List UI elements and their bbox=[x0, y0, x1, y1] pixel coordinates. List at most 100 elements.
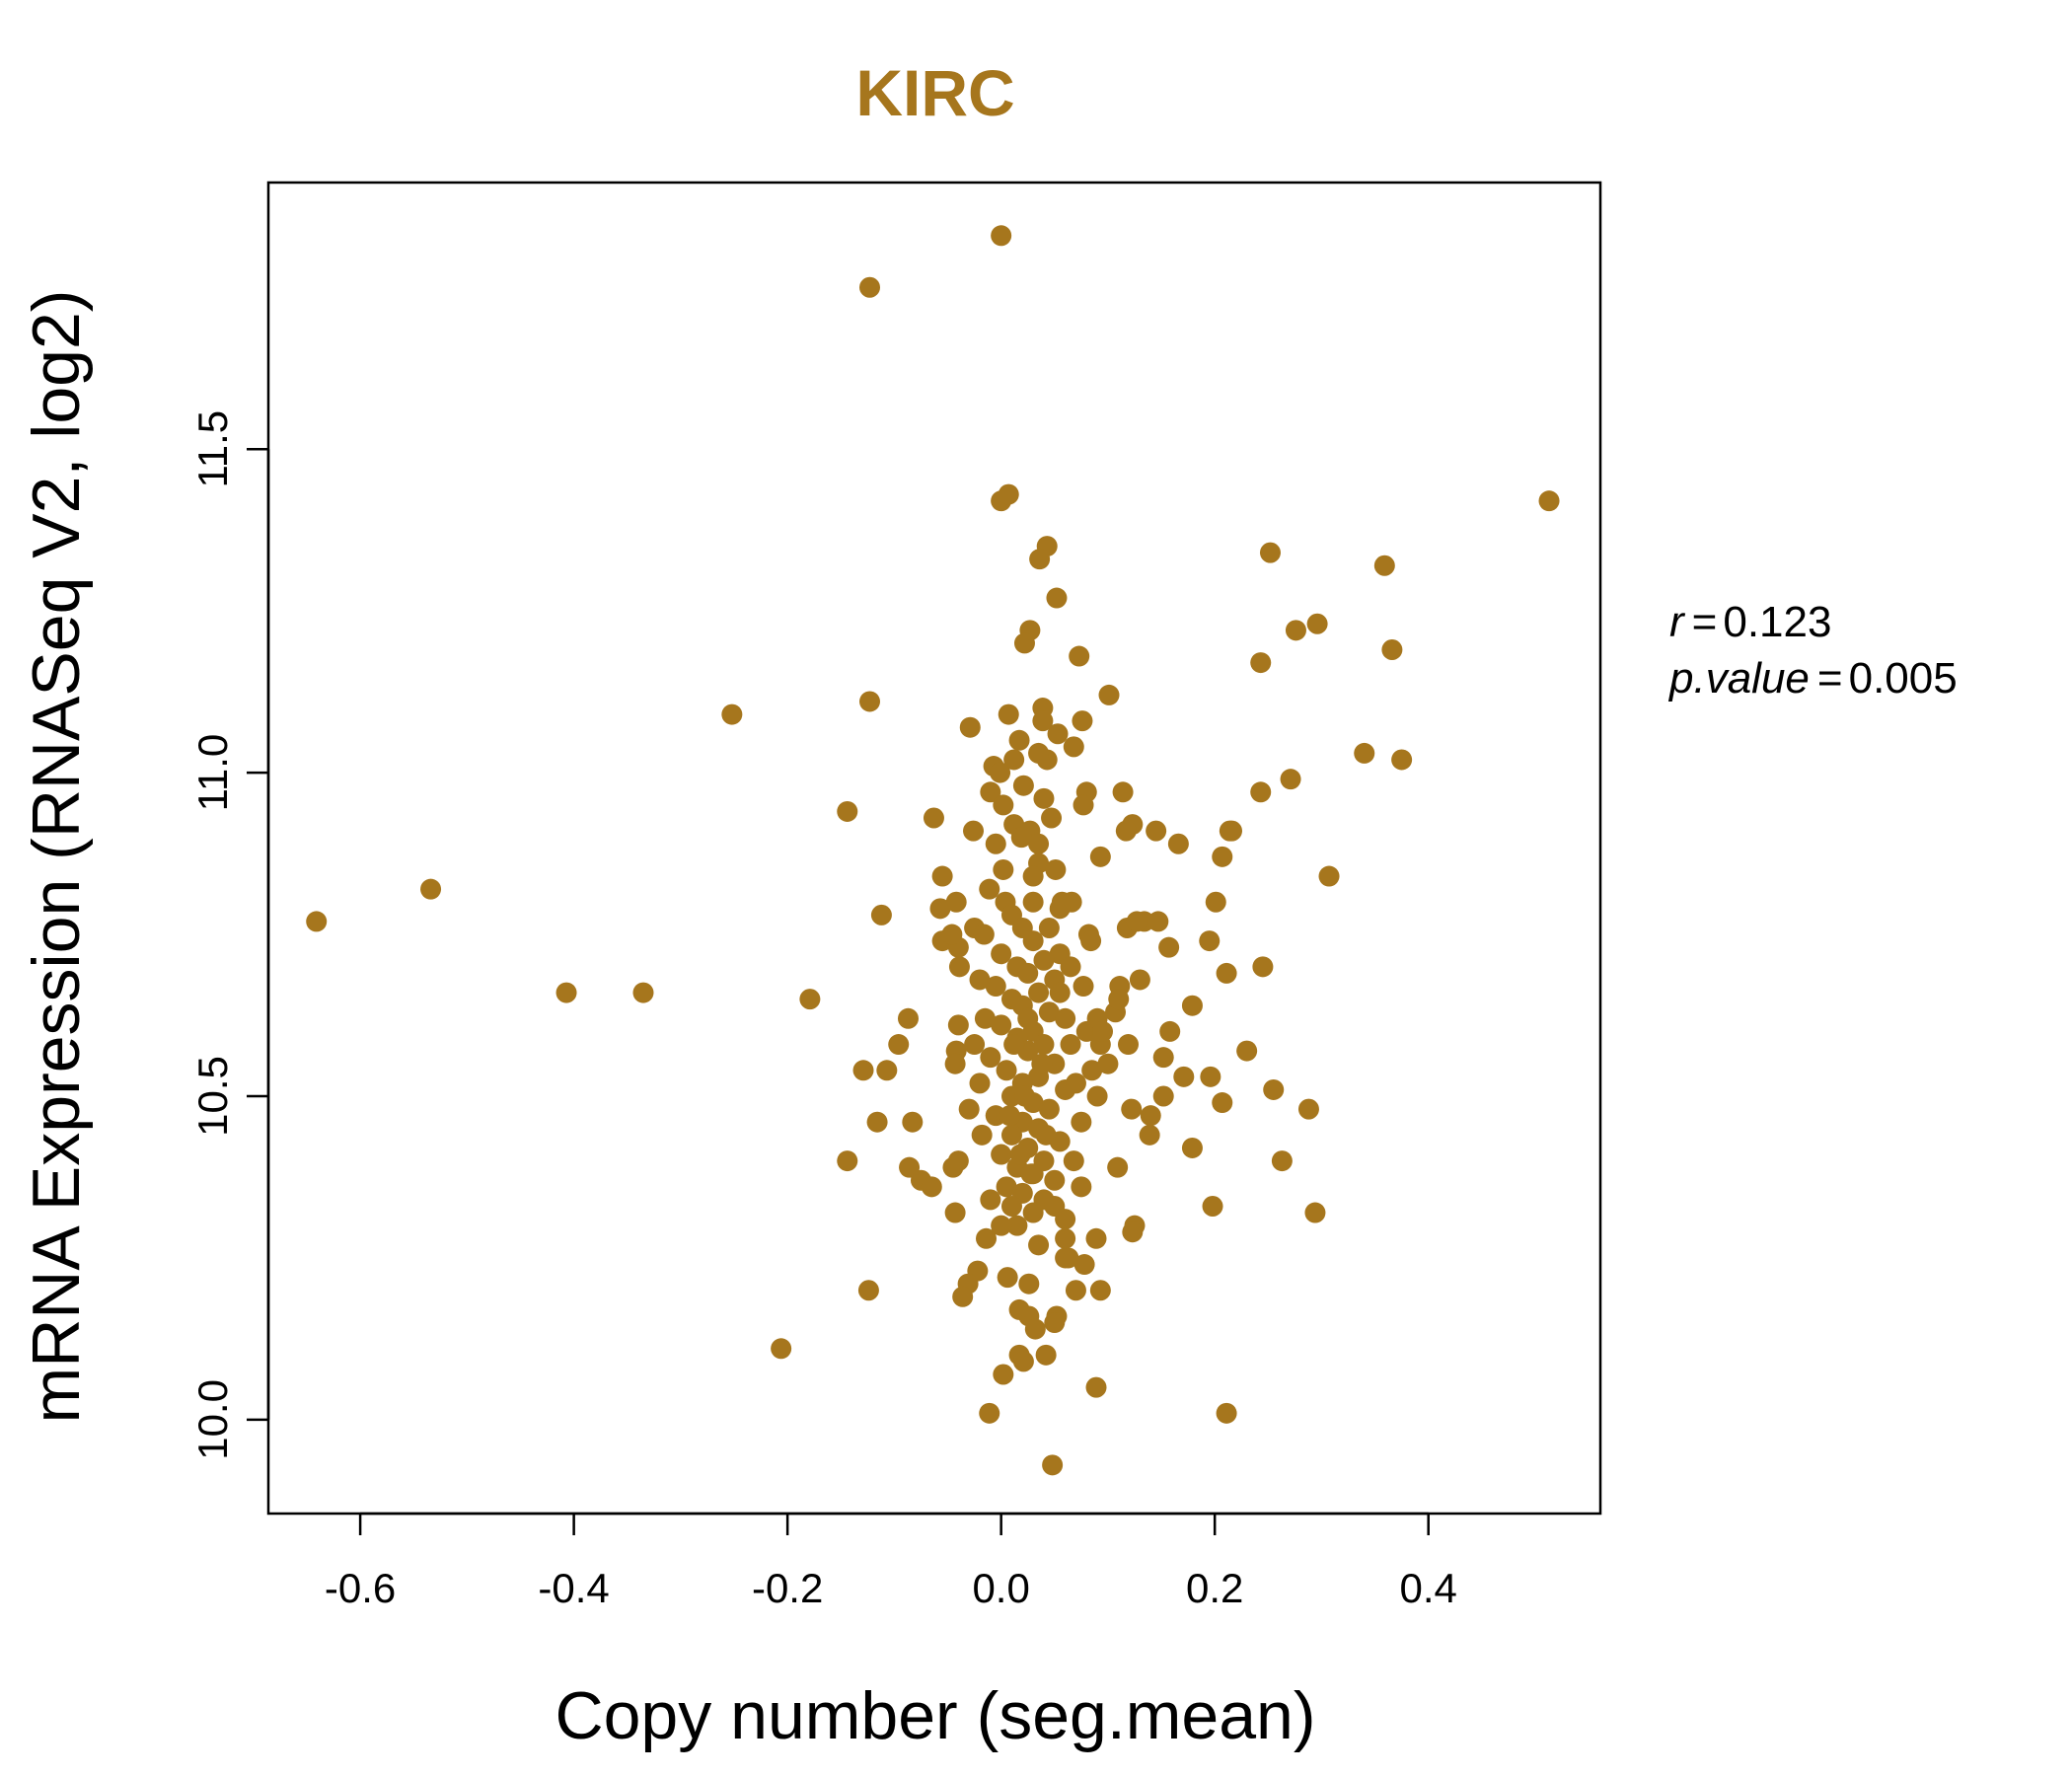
data-point bbox=[1045, 858, 1067, 880]
data-point bbox=[721, 703, 743, 725]
data-point bbox=[945, 891, 967, 913]
x-tick-label: 0.2 bbox=[1186, 1565, 1243, 1611]
data-point bbox=[1047, 723, 1069, 745]
data-point bbox=[1117, 1034, 1139, 1056]
data-point bbox=[1033, 787, 1055, 809]
data-point bbox=[947, 1014, 969, 1036]
data-point bbox=[1028, 982, 1050, 1003]
data-point bbox=[947, 1150, 969, 1172]
data-point bbox=[985, 976, 1006, 998]
data-point bbox=[1199, 930, 1221, 952]
data-point bbox=[980, 1189, 1001, 1211]
data-point bbox=[1003, 749, 1025, 771]
x-tick-label: -0.6 bbox=[325, 1565, 396, 1611]
data-point bbox=[973, 924, 995, 945]
data-point bbox=[991, 1215, 1012, 1236]
data-point bbox=[1024, 1318, 1046, 1340]
data-point bbox=[1022, 891, 1044, 913]
data-point bbox=[1152, 1047, 1174, 1069]
data-point bbox=[859, 276, 881, 298]
data-point bbox=[1013, 632, 1035, 654]
data-point bbox=[993, 794, 1014, 816]
svg-text:r=0.123: r = 0.123 bbox=[1669, 598, 1831, 646]
x-tick-label: 0.0 bbox=[972, 1565, 1029, 1611]
data-point bbox=[948, 956, 970, 978]
data-point bbox=[1152, 1085, 1174, 1107]
data-point bbox=[837, 1150, 858, 1172]
y-tick-label: 10.0 bbox=[189, 1379, 236, 1460]
data-point bbox=[979, 1402, 1000, 1424]
data-point bbox=[1031, 1053, 1053, 1074]
data-point bbox=[1318, 865, 1340, 887]
data-point bbox=[1038, 1001, 1060, 1023]
data-point bbox=[1073, 1254, 1095, 1276]
data-point bbox=[1391, 749, 1413, 771]
data-point bbox=[870, 904, 892, 925]
data-point bbox=[991, 225, 1012, 247]
data-point bbox=[1259, 542, 1281, 563]
data-point bbox=[1236, 1040, 1258, 1062]
data-point bbox=[958, 1098, 980, 1120]
data-point bbox=[306, 911, 328, 932]
chart-title: KIRC bbox=[855, 56, 1014, 129]
data-point bbox=[1108, 989, 1130, 1010]
data-point bbox=[1221, 820, 1243, 842]
data-point bbox=[1035, 1124, 1057, 1146]
plot-frame bbox=[266, 181, 1602, 1516]
data-point bbox=[1065, 1280, 1086, 1301]
data-point bbox=[1140, 1105, 1161, 1127]
data-point bbox=[1085, 1376, 1107, 1398]
data-point bbox=[866, 1111, 888, 1133]
data-point bbox=[1250, 652, 1272, 674]
data-point bbox=[1013, 1085, 1035, 1107]
data-point bbox=[1006, 1215, 1028, 1236]
data-point bbox=[1060, 1034, 1081, 1056]
data-point bbox=[1271, 1150, 1293, 1172]
data-point bbox=[1085, 1227, 1107, 1249]
data-point bbox=[1000, 1124, 1022, 1146]
y-tick-label: 11.0 bbox=[189, 734, 236, 812]
data-point bbox=[999, 1105, 1020, 1127]
data-point bbox=[1181, 995, 1203, 1016]
svg-text:p.value=0.005: p.value = 0.005 bbox=[1667, 654, 1958, 703]
data-point bbox=[1115, 820, 1137, 842]
data-point bbox=[996, 1060, 1017, 1081]
y-axis: 10.0 10.5 11.0 11.5 bbox=[189, 410, 270, 1460]
data-point bbox=[1122, 1221, 1144, 1243]
x-tick-label: 0.4 bbox=[1400, 1565, 1457, 1611]
data-point bbox=[1200, 1066, 1221, 1087]
data-point bbox=[993, 858, 1014, 880]
y-tick-label: 10.5 bbox=[189, 1056, 236, 1137]
data-point bbox=[1010, 827, 1032, 849]
data-point bbox=[991, 1144, 1012, 1165]
data-point bbox=[897, 1007, 919, 1029]
data-point bbox=[1092, 1020, 1114, 1042]
p-label: p.value bbox=[1667, 654, 1810, 703]
data-point bbox=[1081, 1060, 1103, 1081]
data-point bbox=[1018, 1273, 1040, 1295]
data-point bbox=[859, 691, 881, 712]
data-point bbox=[1020, 1163, 1042, 1185]
data-point bbox=[1035, 1344, 1057, 1366]
data-point bbox=[963, 820, 985, 842]
data-point bbox=[952, 1286, 974, 1307]
data-point bbox=[1071, 1111, 1092, 1133]
data-point bbox=[974, 1007, 996, 1029]
x-axis-label: Copy number (seg.mean) bbox=[555, 1678, 1315, 1753]
data-point bbox=[1003, 1034, 1025, 1056]
data-point bbox=[1022, 865, 1044, 887]
data-point bbox=[1028, 833, 1050, 854]
data-point bbox=[1304, 1202, 1326, 1223]
data-point bbox=[1042, 1454, 1064, 1476]
data-point bbox=[923, 807, 944, 829]
data-point bbox=[991, 943, 1012, 965]
data-point bbox=[1038, 917, 1060, 938]
data-point bbox=[902, 1111, 924, 1133]
data-point bbox=[1089, 846, 1111, 867]
data-point bbox=[420, 878, 442, 900]
data-point bbox=[1065, 1073, 1086, 1094]
data-point bbox=[1181, 1137, 1203, 1158]
data-point bbox=[1044, 1195, 1066, 1217]
data-point bbox=[1033, 949, 1055, 971]
data-point bbox=[1381, 638, 1403, 660]
